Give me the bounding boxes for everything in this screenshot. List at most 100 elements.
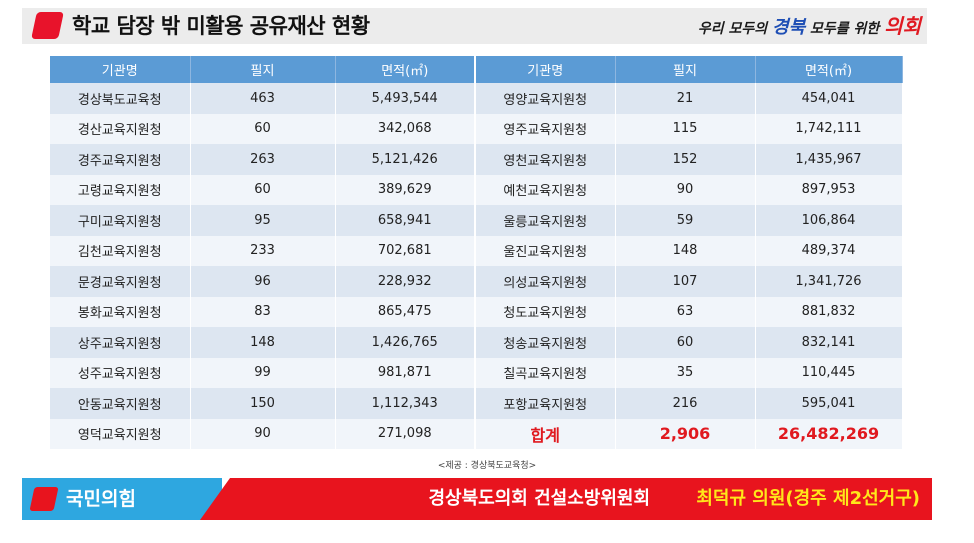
- cell-parcels-left: 95: [190, 205, 336, 236]
- cell-area-left: 5,493,544: [335, 83, 476, 114]
- cell-area-left: 5,121,426: [335, 144, 476, 175]
- cell-agency-left: 김천교육지원청: [50, 235, 191, 266]
- cell-agency-left: 경산교육지원청: [50, 113, 191, 144]
- cell-area-left: 865,475: [335, 296, 476, 327]
- page-title: 학교 담장 밖 미활용 공유재산 현황: [72, 14, 370, 38]
- cell-parcels-right: 2,906: [615, 418, 756, 449]
- cell-area-right: 1,435,967: [755, 144, 903, 175]
- cell-agency-right: 청송교육지원청: [475, 327, 616, 358]
- cell-agency-left: 봉화교육지원청: [50, 296, 191, 327]
- cell-agency-right: 영주교육지원청: [475, 113, 616, 144]
- slogan-part-3: 모두를 위한: [805, 21, 885, 37]
- cell-agency-right: 울릉교육지원청: [475, 205, 616, 236]
- cell-area-left: 1,112,343: [335, 388, 476, 419]
- cell-area-right: 1,341,726: [755, 266, 903, 297]
- cell-parcels-left: 96: [190, 266, 336, 297]
- header-area-right: 면적(㎡): [755, 56, 903, 83]
- table-row: 경산교육지원청 60 342,068 영주교육지원청 115 1,742,111: [50, 113, 903, 144]
- cell-agency-left: 성주교육지원청: [50, 357, 191, 388]
- cell-agency-left: 구미교육지원청: [50, 205, 191, 236]
- party-name: 국민의힘: [66, 488, 136, 510]
- cell-parcels-right: 216: [615, 388, 756, 419]
- header-agency-right: 기관명: [475, 56, 616, 83]
- cell-area-right: 454,041: [755, 83, 903, 114]
- cell-agency-left: 경주교육지원청: [50, 144, 191, 175]
- cell-area-right: 832,141: [755, 327, 903, 358]
- cell-agency-right: 포항교육지원청: [475, 388, 616, 419]
- cell-area-left: 981,871: [335, 357, 476, 388]
- table-header-row: 기관명 필지 면적(㎡) 기관명 필지 면적(㎡): [50, 56, 903, 83]
- cell-area-right: 897,953: [755, 174, 903, 205]
- cell-agency-right: 칠곡교육지원청: [475, 357, 616, 388]
- source-note: <제공 : 경상북도교육청>: [437, 461, 537, 471]
- cell-agency-right: 청도교육지원청: [475, 296, 616, 327]
- cell-parcels-right: 148: [615, 235, 756, 266]
- header-agency-left: 기관명: [50, 56, 191, 83]
- slogan-part-4: 의회: [884, 14, 921, 38]
- cell-area-right: 881,832: [755, 296, 903, 327]
- cell-parcels-right: 90: [615, 174, 756, 205]
- party-logo-icon: [29, 487, 59, 511]
- member-panel: [200, 478, 932, 520]
- table-row: 경상북도교육청 463 5,493,544 영양교육지원청 21 454,041: [50, 83, 903, 114]
- cell-agency-left: 고령교육지원청: [50, 174, 191, 205]
- cell-area-left: 389,629: [335, 174, 476, 205]
- cell-parcels-left: 99: [190, 357, 336, 388]
- cell-parcels-left: 463: [190, 83, 336, 114]
- cell-parcels-right: 35: [615, 357, 756, 388]
- cell-parcels-right: 60: [615, 327, 756, 358]
- cell-area-right: 489,374: [755, 235, 903, 266]
- cell-parcels-left: 90: [190, 418, 336, 449]
- cell-parcels-left: 83: [190, 296, 336, 327]
- cell-area-left: 658,941: [335, 205, 476, 236]
- cell-parcels-left: 60: [190, 113, 336, 144]
- cell-parcels-right: 115: [615, 113, 756, 144]
- cell-area-left: 342,068: [335, 113, 476, 144]
- cell-parcels-left: 233: [190, 235, 336, 266]
- cell-agency-left: 문경교육지원청: [50, 266, 191, 297]
- cell-agency-left: 경상북도교육청: [50, 83, 191, 114]
- cell-parcels-right: 107: [615, 266, 756, 297]
- red-square-icon: [31, 12, 64, 39]
- property-table: 기관명 필지 면적(㎡) 기관명 필지 면적(㎡) 경상북도교육청 463 5,49…: [50, 56, 903, 449]
- table-row: 영덕교육지원청 90 271,098 합계 2,906 26,482,269: [50, 418, 903, 449]
- cell-parcels-left: 150: [190, 388, 336, 419]
- cell-agency-right: 영천교육지원청: [475, 144, 616, 175]
- cell-agency-right: 의성교육지원청: [475, 266, 616, 297]
- cell-parcels-right: 152: [615, 144, 756, 175]
- cell-agency-right: 예천교육지원청: [475, 174, 616, 205]
- slogan-part-2: 경북: [772, 17, 806, 38]
- table-row: 문경교육지원청 96 228,932 의성교육지원청 107 1,341,726: [50, 266, 903, 297]
- cell-area-left: 1,426,765: [335, 327, 476, 358]
- member-name: 최덕규 의원(경주 제2선거구): [696, 488, 920, 509]
- table-row: 안동교육지원청 150 1,112,343 포항교육지원청 216 595,041: [50, 388, 903, 419]
- header-parcels-left: 필지: [190, 56, 336, 83]
- cell-area-right: 1,742,111: [755, 113, 903, 144]
- table-row: 구미교육지원청 95 658,941 울릉교육지원청 59 106,864: [50, 205, 903, 236]
- table-row: 상주교육지원청 148 1,426,765 청송교육지원청 60 832,141: [50, 327, 903, 358]
- footer-banner: 국민의힘 경상북도의회 건설소방위원회 최덕규 의원(경주 제2선거구): [22, 478, 932, 520]
- cell-parcels-right: 59: [615, 205, 756, 236]
- cell-agency-left: 안동교육지원청: [50, 388, 191, 419]
- cell-area-left: 702,681: [335, 235, 476, 266]
- cell-area-right: 26,482,269: [755, 418, 903, 449]
- table-row: 경주교육지원청 263 5,121,426 영천교육지원청 152 1,435,967: [50, 144, 903, 175]
- cell-agency-right: 합계: [475, 418, 616, 449]
- cell-parcels-right: 21: [615, 83, 756, 114]
- table-row: 김천교육지원청 233 702,681 울진교육지원청 148 489,374: [50, 235, 903, 266]
- cell-parcels-right: 63: [615, 296, 756, 327]
- cell-area-right: 106,864: [755, 205, 903, 236]
- cell-parcels-left: 60: [190, 174, 336, 205]
- cell-parcels-left: 148: [190, 327, 336, 358]
- table-row: 성주교육지원청 99 981,871 칠곡교육지원청 35 110,445: [50, 357, 903, 388]
- table-row: 봉화교육지원청 83 865,475 청도교육지원청 63 881,832: [50, 296, 903, 327]
- header-area-left: 면적(㎡): [335, 56, 476, 83]
- title-bar: 학교 담장 밖 미활용 공유재산 현황 우리 모두의 경북 모두를 위한 의회: [22, 8, 927, 44]
- cell-area-left: 271,098: [335, 418, 476, 449]
- cell-agency-right: 영양교육지원청: [475, 83, 616, 114]
- table-row: 고령교육지원청 60 389,629 예천교육지원청 90 897,953: [50, 174, 903, 205]
- cell-area-right: 595,041: [755, 388, 903, 419]
- committee-name: 경상북도의회 건설소방위원회: [428, 488, 650, 509]
- cell-agency-right: 울진교육지원청: [475, 235, 616, 266]
- cell-parcels-left: 263: [190, 144, 336, 175]
